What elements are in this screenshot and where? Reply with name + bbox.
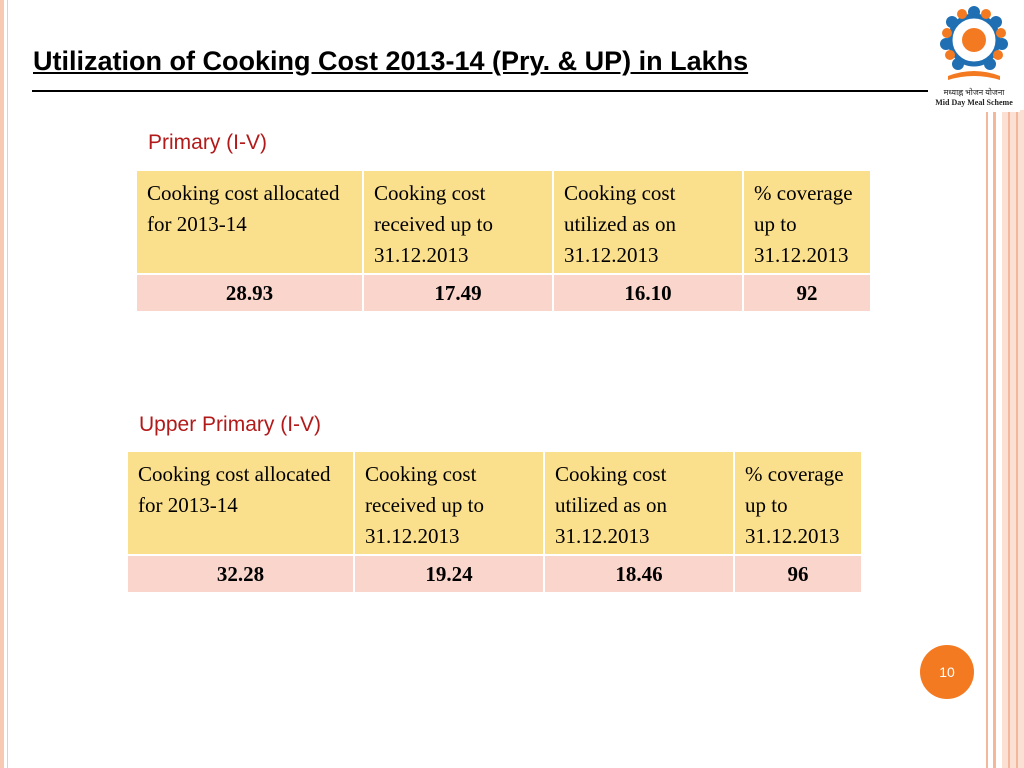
primary-table: Cooking cost allocated for 2013-14 Cooki… [135, 169, 872, 313]
table-row: 32.28 19.24 18.46 96 [128, 556, 861, 592]
left-decor-stripe [0, 0, 4, 768]
value-cell: 96 [735, 556, 861, 592]
right-decor-stripe [1008, 110, 1010, 768]
header-cell: Cooking cost utilized as on 31.12.2013 [545, 452, 733, 554]
value-cell: 18.46 [545, 556, 733, 592]
left-decor-line [7, 0, 8, 768]
logo-hindi-text: मध्याह्न भोजन योजना [943, 88, 1005, 97]
right-decor-band [1002, 110, 1024, 768]
value-cell: 92 [744, 275, 870, 311]
upper-primary-table: Cooking cost allocated for 2013-14 Cooki… [126, 450, 863, 594]
header-cell: Cooking cost allocated for 2013-14 [137, 171, 362, 273]
value-cell: 16.10 [554, 275, 742, 311]
table-header-row: Cooking cost allocated for 2013-14 Cooki… [128, 452, 861, 554]
logo-emblem-icon [940, 6, 1008, 80]
table-header-row: Cooking cost allocated for 2013-14 Cooki… [137, 171, 870, 273]
header-cell: % coverage up to 31.12.2013 [735, 452, 861, 554]
value-cell: 28.93 [137, 275, 362, 311]
logo-english-text: Mid Day Meal Scheme [935, 98, 1013, 107]
right-decor-stripe [993, 110, 996, 768]
right-decor-stripe [986, 110, 988, 768]
table-row: 28.93 17.49 16.10 92 [137, 275, 870, 311]
section-label-primary: Primary (I-V) [148, 131, 267, 154]
slide-title: Utilization of Cooking Cost 2013-14 (Pry… [33, 46, 749, 76]
header-cell: Cooking cost allocated for 2013-14 [128, 452, 353, 554]
header-cell: % coverage up to 31.12.2013 [744, 171, 870, 273]
value-cell: 19.24 [355, 556, 543, 592]
page-number-badge: 10 [920, 645, 974, 699]
header-cell: Cooking cost received up to 31.12.2013 [355, 452, 543, 554]
header-cell: Cooking cost utilized as on 31.12.2013 [554, 171, 742, 273]
right-decor-stripe [1016, 110, 1018, 768]
mid-day-meal-logo: मध्याह्न भोजन योजना Mid Day Meal Scheme [928, 0, 1020, 112]
value-cell: 32.28 [128, 556, 353, 592]
section-label-upper-primary: Upper Primary (I-V) [139, 413, 322, 436]
header-cell: Cooking cost received up to 31.12.2013 [364, 171, 552, 273]
value-cell: 17.49 [364, 275, 552, 311]
title-divider [32, 90, 987, 92]
